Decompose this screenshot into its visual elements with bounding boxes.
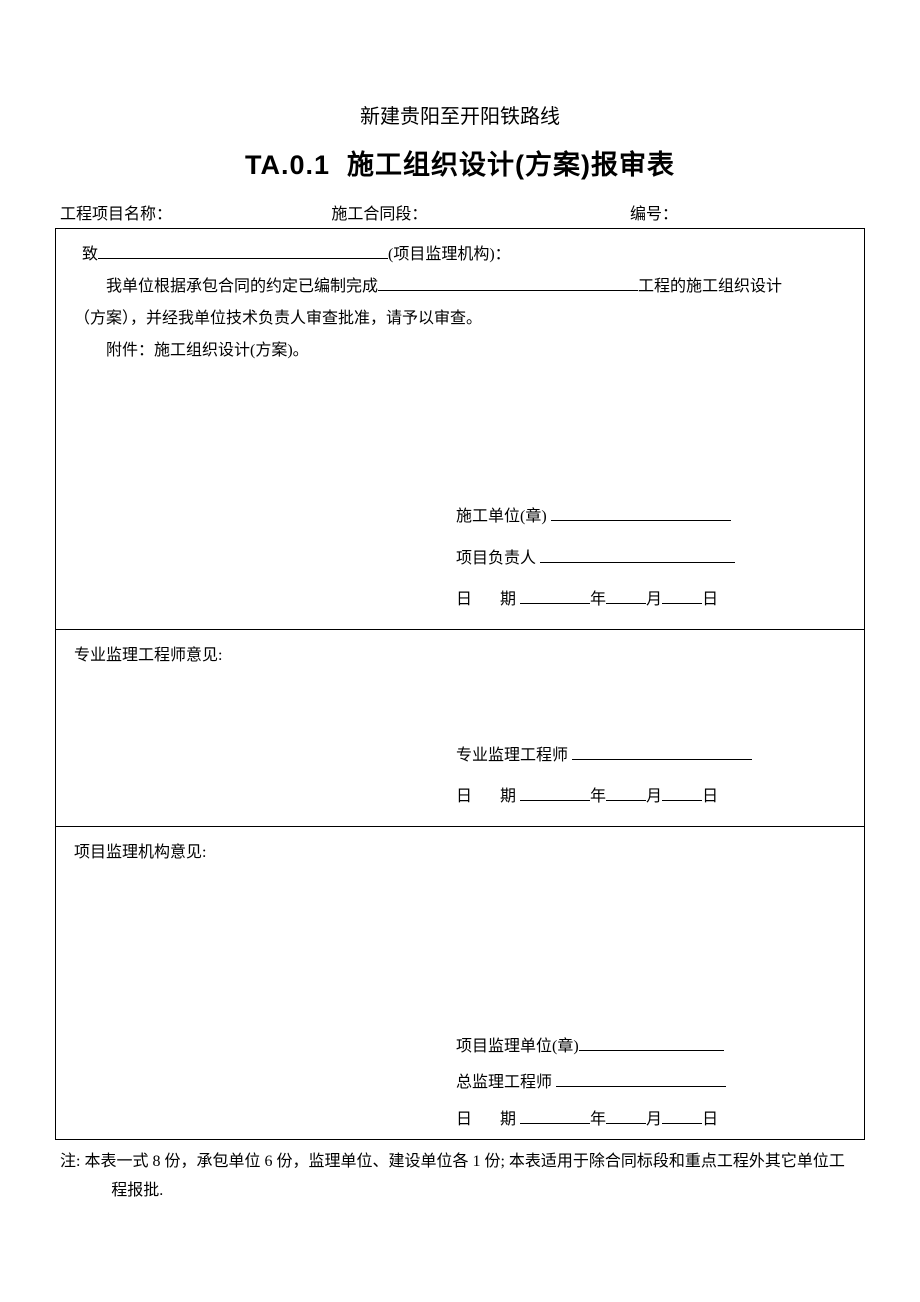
date-char1: 日	[456, 591, 472, 608]
section-1-body: 致 (项目监理机构)： 我单位根据承包合同的约定已编制完成 工程的施工组织设计 （方…	[74, 239, 846, 367]
day3-label: 日	[702, 1111, 718, 1128]
project-label: 工程项目名称：	[60, 200, 331, 224]
sig-unit-label: 施工单位(章)	[456, 508, 547, 525]
header-title: TA.0.1 施工组织设计(方案)报审表	[40, 143, 880, 182]
info-row: 工程项目名称： 施工合同段： 编号：	[60, 200, 820, 224]
day-label: 日	[702, 591, 718, 608]
date3-char2: 期	[500, 1111, 516, 1128]
sig2-person-label: 专业监理工程师	[456, 747, 568, 764]
day2-blank	[662, 782, 702, 801]
attachment-line: 附件：施工组织设计(方案)。	[106, 342, 309, 359]
year2-blank	[520, 782, 590, 801]
sig2-person-blank	[572, 741, 752, 760]
sig3-unit-label: 项目监理单位(章)	[456, 1038, 579, 1055]
section-2-cell: 专业监理工程师意见: 专业监理工程师 日 期 年 月 日	[56, 630, 865, 827]
to-suffix: (项目监理机构)：	[388, 246, 511, 263]
sig2-person-row: 专业监理工程师	[456, 735, 846, 777]
header-subtitle: 新建贵阳至开阳铁路线	[40, 100, 880, 129]
sig3-person-blank	[556, 1068, 726, 1087]
date-row: 日 期 年月日	[456, 579, 846, 621]
sig3-unit-row: 项目监理单位(章)	[456, 1029, 846, 1066]
to-blank	[98, 240, 388, 259]
section-2-title: 专业监理工程师意见:	[74, 640, 846, 672]
date2-char1: 日	[456, 788, 472, 805]
month-blank	[606, 585, 646, 604]
month2-blank	[606, 782, 646, 801]
date-char2: 期	[500, 591, 516, 608]
section-3-cell: 项目监理机构意见: 项目监理单位(章) 总监理工程师 日 期 年 月 日	[56, 827, 865, 1140]
date2-char2: 期	[500, 788, 516, 805]
day-blank	[662, 585, 702, 604]
sig-person-row: 项目负责人	[456, 538, 846, 580]
sig3-unit-blank	[579, 1031, 724, 1050]
contract-label: 施工合同段：	[331, 200, 630, 224]
sig-person-blank	[540, 544, 735, 563]
year3-label: 年	[590, 1111, 606, 1128]
month-label: 月	[646, 591, 662, 608]
month2-label: 月	[646, 788, 662, 805]
body-line2: （方案），并经我单位技术负责人审查批准，请予以审查。	[74, 310, 482, 327]
month3-label: 月	[646, 1111, 662, 1128]
date2-row: 日 期 年月日	[456, 776, 846, 818]
sig-unit-blank	[551, 502, 731, 521]
form-table: 致 (项目监理机构)： 我单位根据承包合同的约定已编制完成 工程的施工组织设计 （方…	[55, 228, 865, 1140]
to-prefix: 致	[82, 246, 98, 263]
date3-char1: 日	[456, 1111, 472, 1128]
year3-blank	[520, 1105, 590, 1124]
body-prefix: 我单位根据承包合同的约定已编制完成	[106, 278, 378, 295]
sig-unit-row: 施工单位(章)	[456, 496, 846, 538]
section-1-cell: 致 (项目监理机构)： 我单位根据承包合同的约定已编制完成 工程的施工组织设计 （方…	[56, 229, 865, 630]
year-blank	[520, 585, 590, 604]
number-label: 编号：	[630, 200, 820, 224]
section-3-title: 项目监理机构意见:	[74, 837, 846, 869]
year-label: 年	[590, 591, 606, 608]
year2-label: 年	[590, 788, 606, 805]
sig3-person-label: 总监理工程师	[456, 1074, 552, 1091]
body-blank	[378, 272, 638, 291]
month3-blank	[606, 1105, 646, 1124]
footer-note: 注: 本表一式 8 份，承包单位 6 份，监理单位、建设单位各 1 份; 本表适…	[60, 1148, 860, 1206]
body-suffix: 工程的施工组织设计	[638, 278, 782, 295]
form-code: TA.0.1	[245, 150, 330, 180]
date3-row: 日 期 年月日	[456, 1102, 846, 1139]
day2-label: 日	[702, 788, 718, 805]
sig3-person-row: 总监理工程师	[456, 1065, 846, 1102]
form-title: 施工组织设计(方案)报审表	[347, 150, 675, 180]
day3-blank	[662, 1105, 702, 1124]
sig-person-label: 项目负责人	[456, 550, 536, 567]
